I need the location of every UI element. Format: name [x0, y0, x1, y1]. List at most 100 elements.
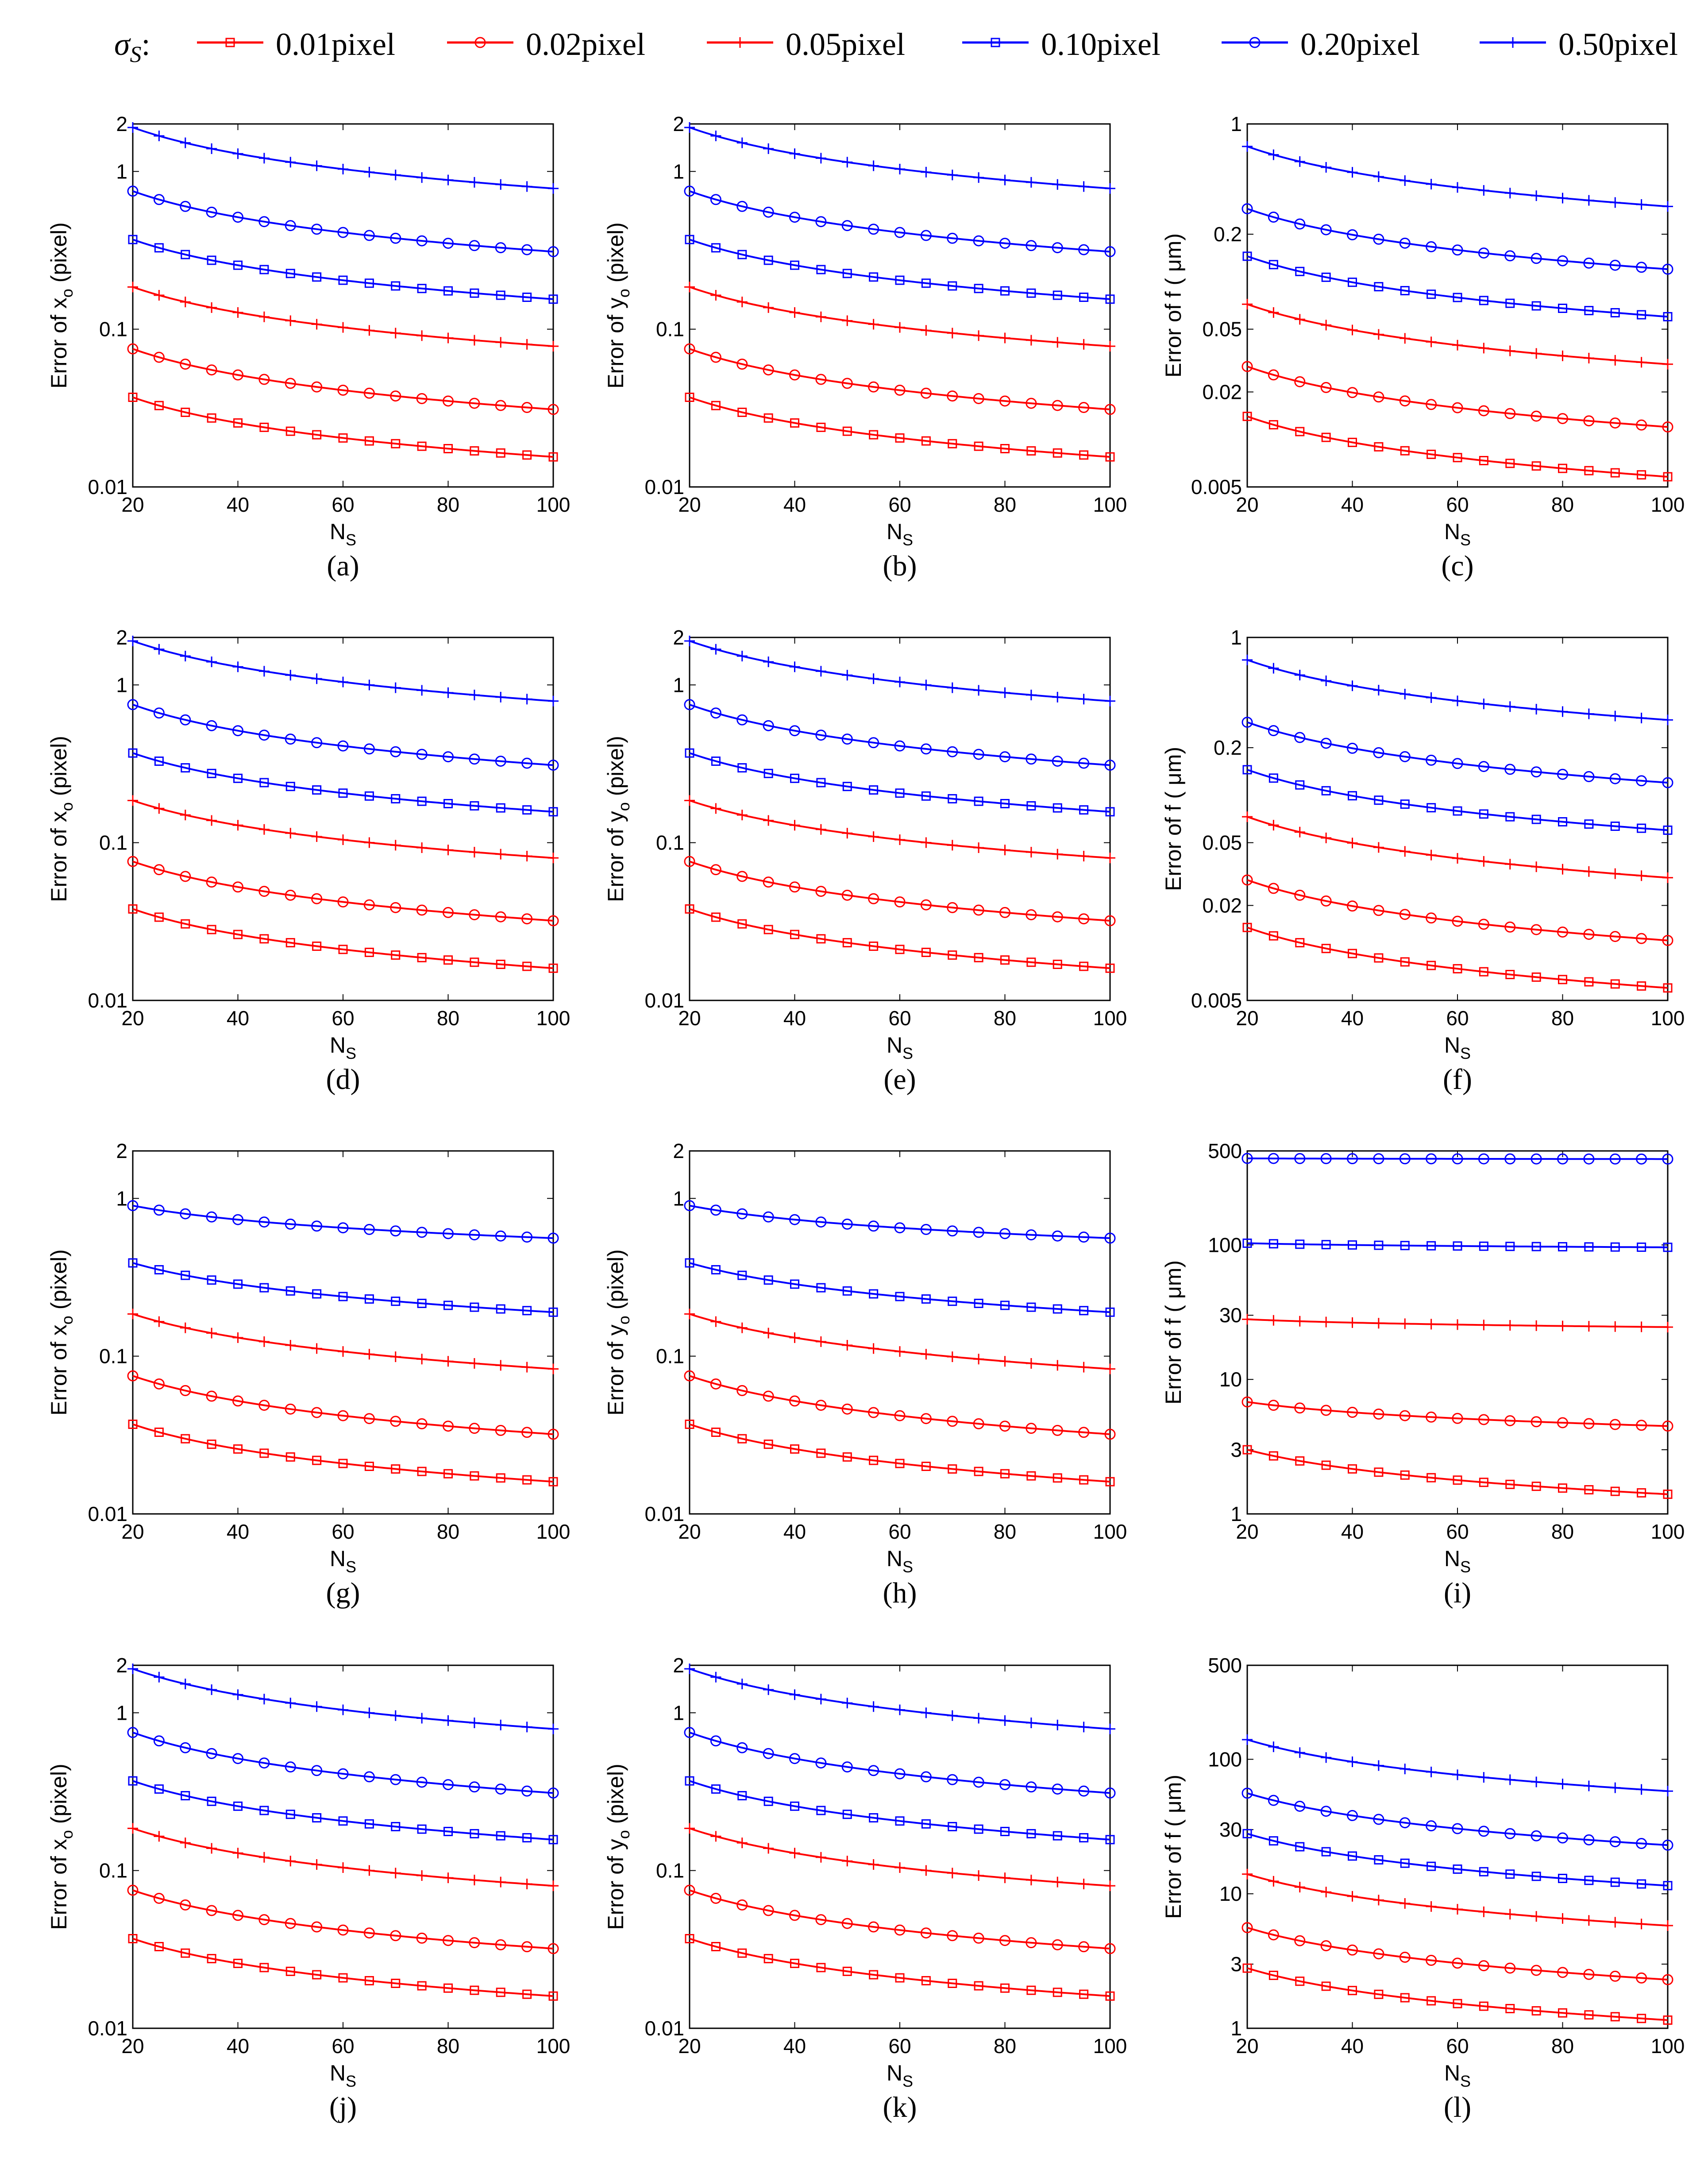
data-point [1105, 1991, 1115, 2001]
data-point [1583, 353, 1594, 364]
data-point [1373, 905, 1384, 916]
data-point [1504, 408, 1516, 419]
data-point [1531, 1320, 1542, 1331]
data-point [548, 294, 558, 304]
data-point [1637, 310, 1646, 320]
series-0.10pixel [685, 1258, 1115, 1317]
data-point [154, 243, 164, 253]
data-point [1026, 1718, 1037, 1729]
data-point [207, 1796, 216, 1806]
data-point [258, 374, 270, 385]
data-point [1078, 1427, 1090, 1438]
data-point [1105, 452, 1115, 462]
data-point [443, 687, 454, 698]
data-point [1373, 233, 1384, 245]
data-point [1026, 177, 1037, 188]
y-tick-label: 0.1 [99, 318, 127, 341]
data-point [521, 181, 532, 192]
data-point [789, 1753, 800, 1764]
panel-caption: (i) [1444, 1577, 1471, 1609]
data-point [1662, 359, 1673, 370]
data-point [1295, 1239, 1305, 1249]
data-point [337, 1222, 349, 1234]
series-line [689, 799, 1110, 859]
data-point [495, 1783, 506, 1795]
data-point [1374, 282, 1384, 292]
data-point [1609, 1153, 1621, 1165]
data-point [232, 148, 243, 159]
series-line [689, 286, 1110, 347]
data-point [1078, 1362, 1089, 1373]
data-point [973, 749, 984, 760]
y-tick-label: 0.02 [1202, 894, 1242, 917]
data-point [548, 963, 558, 973]
data-point [548, 695, 559, 706]
data-point [443, 1935, 454, 1946]
data-point [1105, 294, 1115, 304]
data-point [469, 1781, 480, 1793]
data-point [127, 699, 139, 710]
y-tick-label: 0.01 [644, 1502, 684, 1525]
data-point [469, 335, 480, 346]
data-point [1583, 1834, 1595, 1845]
data-point [1242, 1314, 1253, 1325]
data-point [1609, 1836, 1621, 1848]
data-point [1531, 2006, 1541, 2016]
data-point [1478, 1906, 1489, 1917]
data-point [1478, 1414, 1489, 1425]
series-0.50pixel [1242, 1734, 1673, 1797]
data-point [841, 1761, 853, 1773]
data-point [153, 707, 165, 719]
data-point [363, 1771, 375, 1783]
data-point [233, 418, 243, 428]
x-tick-label: 100 [1651, 493, 1685, 516]
data-point [207, 1954, 216, 1964]
series-0.05pixel [127, 1823, 559, 1891]
series-line [132, 1423, 554, 1483]
x-axis-label: NS [887, 2061, 913, 2090]
data-point [869, 430, 879, 440]
data-point [1427, 803, 1436, 813]
y-tick-label: 0.005 [1191, 989, 1242, 1012]
data-point [1427, 1861, 1436, 1871]
data-point [1242, 412, 1252, 421]
data-point [1321, 1981, 1331, 1991]
data-point [469, 753, 480, 765]
y-tick-label: 100 [1208, 1233, 1242, 1256]
data-point [921, 1294, 931, 1304]
data-point [548, 1477, 558, 1486]
data-point [443, 238, 454, 249]
data-point [338, 322, 348, 333]
data-point [711, 401, 721, 410]
data-point [1478, 856, 1489, 867]
panel-caption: (h) [883, 1577, 917, 1609]
data-point [1052, 691, 1063, 703]
data-point [1268, 1970, 1278, 1980]
data-point [1295, 266, 1305, 276]
data-point [416, 685, 428, 696]
data-point [1241, 1922, 1253, 1934]
data-point [311, 1765, 323, 1776]
data-point [206, 143, 217, 154]
data-point [1662, 1839, 1673, 1851]
data-point [1294, 1402, 1306, 1414]
data-point [390, 1930, 401, 1942]
data-point [815, 153, 826, 164]
data-point [842, 828, 853, 839]
data-point [1347, 1891, 1358, 1902]
data-point [1268, 820, 1279, 831]
data-point [1052, 1783, 1063, 1795]
data-point [842, 670, 853, 681]
series-0.02pixel [127, 856, 559, 926]
data-point [338, 676, 348, 687]
data-point [547, 246, 559, 258]
y-tick-label: 3 [1230, 1438, 1242, 1461]
data-point [711, 243, 721, 253]
y-axis-label: Error of f ( μm) [1161, 233, 1186, 378]
data-point [127, 1663, 138, 1674]
data-point [1531, 1830, 1542, 1841]
x-tick-label: 80 [1551, 1520, 1574, 1543]
data-point [207, 1440, 216, 1449]
data-point [763, 1328, 774, 1339]
data-point [868, 673, 879, 684]
